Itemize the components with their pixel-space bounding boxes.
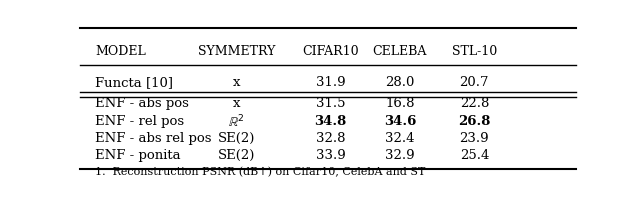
Text: ENF - abs pos: ENF - abs pos — [95, 96, 189, 109]
Text: 31.5: 31.5 — [316, 96, 345, 109]
Text: 20.7: 20.7 — [460, 76, 489, 89]
Text: STL-10: STL-10 — [452, 45, 497, 58]
Text: MODEL: MODEL — [95, 45, 146, 58]
Text: x: x — [232, 76, 240, 89]
Text: ENF - rel pos: ENF - rel pos — [95, 115, 184, 127]
Text: 26.8: 26.8 — [458, 115, 490, 127]
Text: 31.9: 31.9 — [316, 76, 346, 89]
Text: $\mathbb{R}^2$: $\mathbb{R}^2$ — [228, 113, 244, 129]
Text: 34.8: 34.8 — [314, 115, 347, 127]
Text: SE(2): SE(2) — [218, 148, 255, 161]
Text: 32.8: 32.8 — [316, 131, 345, 144]
Text: 32.4: 32.4 — [385, 131, 415, 144]
Text: 1.  Reconstruction PSNR (dB↑) on Cifar10, CelebA and ST: 1. Reconstruction PSNR (dB↑) on Cifar10,… — [95, 166, 425, 176]
Text: SYMMETRY: SYMMETRY — [198, 45, 275, 58]
Text: 32.9: 32.9 — [385, 148, 415, 161]
Text: 33.9: 33.9 — [316, 148, 346, 161]
Text: ENF - abs rel pos: ENF - abs rel pos — [95, 131, 211, 144]
Text: ENF - ponita: ENF - ponita — [95, 148, 180, 161]
Text: CELEBA: CELEBA — [372, 45, 427, 58]
Text: 28.0: 28.0 — [385, 76, 415, 89]
Text: 23.9: 23.9 — [460, 131, 489, 144]
Text: 22.8: 22.8 — [460, 96, 489, 109]
Text: 34.6: 34.6 — [384, 115, 416, 127]
Text: x: x — [232, 96, 240, 109]
Text: 25.4: 25.4 — [460, 148, 489, 161]
Text: SE(2): SE(2) — [218, 131, 255, 144]
Text: CIFAR10: CIFAR10 — [302, 45, 359, 58]
Text: Functa [10]: Functa [10] — [95, 76, 173, 89]
Text: 16.8: 16.8 — [385, 96, 415, 109]
